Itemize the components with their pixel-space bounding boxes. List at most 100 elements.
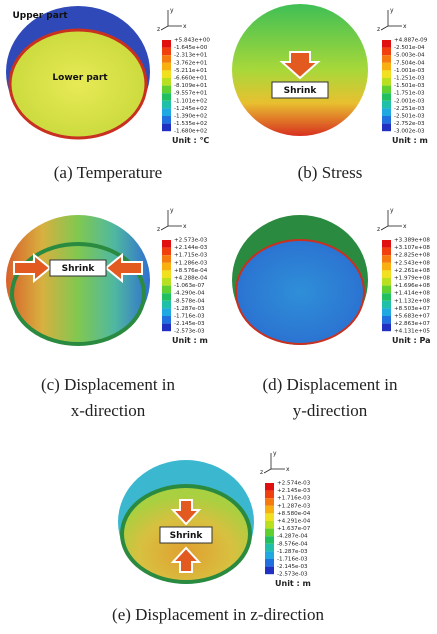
legend-label: +8.576e-04 bbox=[174, 268, 208, 274]
legend-label: +5.843e+00 bbox=[174, 38, 210, 44]
axis-label: y bbox=[170, 207, 174, 214]
colorbar-band bbox=[382, 308, 391, 316]
caption: (d) Displacement in bbox=[262, 375, 398, 394]
colorbar-band bbox=[162, 278, 171, 286]
colorbar-band bbox=[162, 262, 171, 271]
colorbar-band bbox=[265, 566, 274, 575]
axis-label: x bbox=[183, 223, 187, 230]
axis-arrow bbox=[263, 468, 272, 474]
legend-label: +4.291e-04 bbox=[277, 519, 311, 525]
legend-label: +5.683e+07 bbox=[394, 314, 430, 320]
colorbar-band bbox=[265, 490, 274, 499]
colorbar-band bbox=[265, 521, 274, 529]
axis-label: x bbox=[403, 223, 407, 230]
legend-label: +4.131e+05 bbox=[394, 329, 430, 335]
legend-label: +1.286e-03 bbox=[174, 260, 208, 266]
colorbar-band bbox=[162, 323, 171, 332]
caption: x-direction bbox=[71, 401, 146, 420]
colorbar-band bbox=[382, 62, 391, 71]
legend-label: +4.288e-04 bbox=[174, 276, 208, 282]
colorbar-band bbox=[162, 85, 171, 94]
colorbar-band bbox=[162, 270, 171, 278]
shell-inner bbox=[235, 239, 365, 345]
colorbar-band bbox=[265, 513, 274, 521]
legend-label: +2.543e+08 bbox=[394, 260, 430, 266]
axis-label: x bbox=[403, 23, 407, 30]
legend-label: -5.003e-04 bbox=[394, 53, 425, 59]
colorbar-band bbox=[382, 55, 391, 63]
axis-label: z bbox=[260, 469, 263, 476]
colorbar-band bbox=[382, 70, 391, 78]
legend-label: +1.979e+08 bbox=[394, 276, 430, 282]
legend-label: -1.716e-03 bbox=[174, 314, 205, 320]
axis-label: x bbox=[286, 466, 290, 473]
colorbar-band bbox=[382, 270, 391, 278]
arrow bbox=[13, 252, 52, 284]
legend-label: +1.696e+08 bbox=[394, 283, 430, 289]
colorbar-band bbox=[382, 316, 391, 324]
axis-label: y bbox=[170, 7, 174, 14]
legend-label: -2.145e-03 bbox=[277, 564, 308, 570]
colorbar-band bbox=[162, 70, 171, 78]
colorbar-band bbox=[382, 93, 391, 101]
colorbar-band bbox=[382, 116, 391, 124]
colorbar-band bbox=[162, 108, 171, 116]
colorbar-band bbox=[382, 40, 391, 48]
annotation: Shrink bbox=[170, 531, 204, 541]
colorbar-band bbox=[265, 505, 274, 514]
axis-label: y bbox=[273, 450, 277, 457]
legend-label: -1.287e-03 bbox=[277, 549, 308, 555]
legend-label: -2.251e-03 bbox=[394, 106, 425, 112]
legend-label: -2.501e-03 bbox=[394, 114, 425, 120]
legend-label: -1.245e+02 bbox=[174, 106, 207, 112]
legend-label: -1.390e+02 bbox=[174, 114, 207, 120]
colorbar-band bbox=[162, 47, 171, 56]
legend-label: -4.290e-04 bbox=[174, 291, 205, 297]
legend-label: -2.145e-03 bbox=[174, 321, 205, 327]
colorbar-band bbox=[162, 300, 171, 309]
colorbar-band bbox=[382, 323, 391, 332]
label-box bbox=[49, 259, 107, 277]
legend-label: -5.211e+01 bbox=[174, 68, 208, 74]
colorbar-band bbox=[162, 247, 171, 256]
legend-label: +2.261e+08 bbox=[394, 268, 430, 274]
colorbar-band bbox=[265, 528, 274, 537]
legend-label: +2.574e-03 bbox=[277, 481, 311, 487]
legend-label: -1.680e+02 bbox=[174, 129, 207, 135]
unit: Unit : m bbox=[172, 336, 208, 345]
annotation: Lower part bbox=[52, 73, 108, 83]
shell-rim bbox=[10, 242, 146, 346]
caption: y-direction bbox=[293, 401, 368, 420]
colorbar-band bbox=[382, 255, 391, 263]
colorbar-band bbox=[162, 316, 171, 324]
legend-label: +2.145e-03 bbox=[277, 488, 311, 494]
annotation: Shrink bbox=[62, 264, 96, 274]
legend-label: +3.107e+08 bbox=[394, 245, 430, 251]
colorbar-band bbox=[162, 40, 171, 48]
legend-label: -6.660e+01 bbox=[174, 76, 208, 82]
legend-label: +2.863e+07 bbox=[394, 321, 430, 327]
legend-label: -1.716e-03 bbox=[277, 557, 308, 563]
legend-label: +2.144e-03 bbox=[174, 245, 208, 251]
legend-label: -2.752e-03 bbox=[394, 121, 425, 127]
label-box bbox=[159, 526, 213, 544]
colorbar-band bbox=[162, 100, 171, 109]
legend-label: -1.287e-03 bbox=[174, 306, 205, 312]
legend-label: -1.535e+02 bbox=[174, 121, 207, 127]
legend-label: -8.578e-04 bbox=[174, 298, 205, 304]
legend-label: -2.573e-03 bbox=[277, 572, 308, 578]
colorbar-band bbox=[162, 293, 171, 301]
legend-label: -1.101e+02 bbox=[174, 98, 207, 104]
colorbar-band bbox=[382, 300, 391, 309]
colorbar-band bbox=[162, 93, 171, 101]
colorbar-band bbox=[382, 123, 391, 132]
axis-label: x bbox=[183, 23, 187, 30]
colorbar-band bbox=[382, 85, 391, 94]
unit: Unit : m bbox=[392, 136, 428, 145]
legend-label: -1.645e+00 bbox=[174, 45, 208, 51]
colorbar-band bbox=[265, 551, 274, 559]
caption: (a) Temperature bbox=[54, 163, 162, 182]
caption: (e) Displacement in z-direction bbox=[112, 605, 324, 624]
colorbar-band bbox=[162, 55, 171, 63]
